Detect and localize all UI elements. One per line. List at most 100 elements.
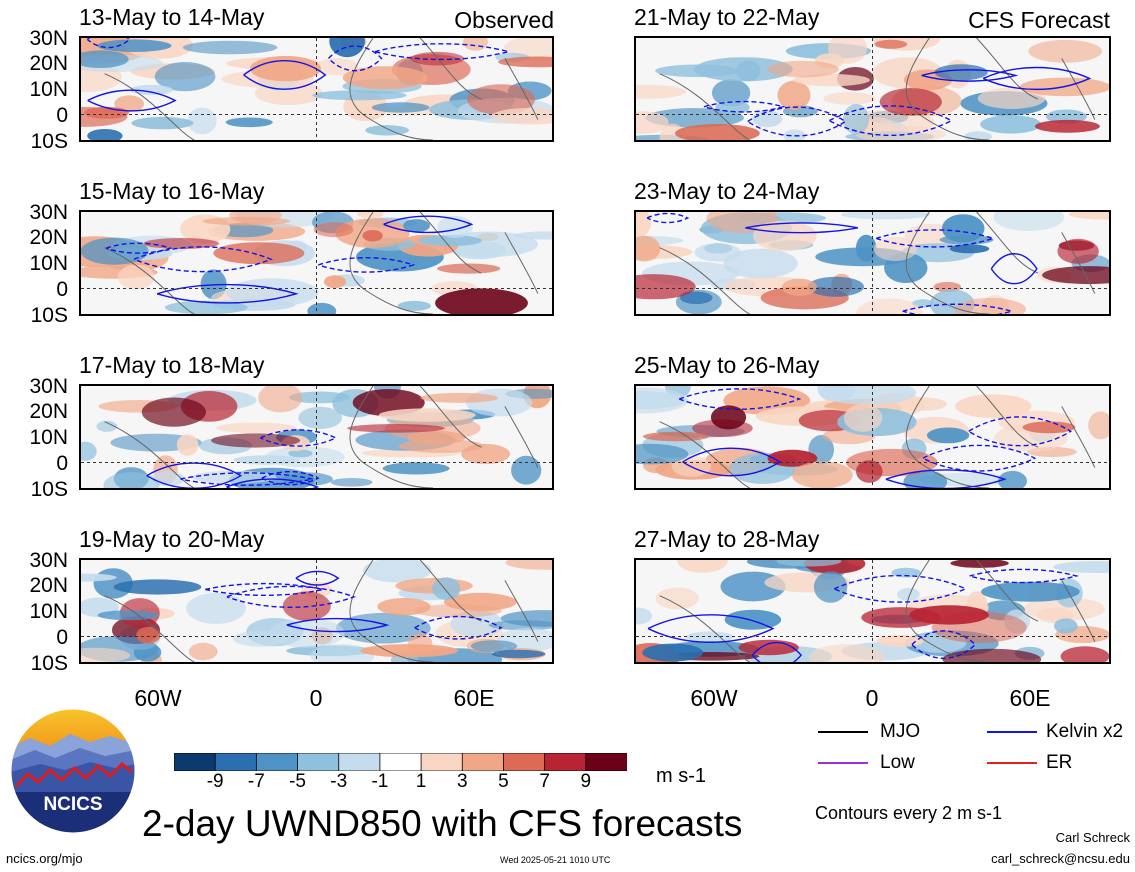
wind-anomaly-shading	[129, 84, 173, 96]
wind-anomaly-shading	[97, 39, 172, 52]
wind-anomaly-shading	[828, 38, 868, 64]
ytick-0: 0	[56, 104, 68, 127]
panel-title-2: 15-May to 16-May	[79, 178, 265, 204]
wind-anomaly-shading	[213, 242, 305, 265]
kelvin-contour	[647, 614, 775, 643]
wind-anomaly-shading	[258, 386, 303, 413]
kelvin-contour	[383, 215, 474, 234]
wind-anomaly-shading	[420, 392, 499, 403]
kelvin-contour	[226, 585, 357, 608]
kelvin-contour	[751, 642, 803, 662]
wind-anomaly-shading	[81, 50, 129, 68]
colorbar-swatch	[503, 752, 546, 772]
panel-title-1: 13-May to 14-May	[79, 4, 265, 30]
ytick-20n: 20N	[29, 574, 68, 597]
wind-anomaly-shading	[767, 60, 839, 78]
wind-anomaly-shading	[642, 643, 704, 662]
panel-title-5: 21-May to 22-May	[634, 4, 820, 30]
map-panel-7	[634, 384, 1111, 490]
wind-anomaly-shading	[131, 116, 194, 130]
kelvin-contour	[875, 229, 996, 248]
footer-timestamp: Wed 2025-05-21 1010 UTC	[500, 855, 611, 865]
wind-anomaly-shading	[103, 472, 160, 488]
colorbar-label: 7	[539, 771, 550, 792]
colorbar-swatch	[461, 752, 505, 772]
wind-anomaly-shading	[229, 212, 282, 224]
wind-anomaly-shading	[176, 434, 199, 456]
wind-anomaly-shading	[819, 386, 917, 405]
wind-anomaly-shading	[324, 275, 346, 289]
colorbar-label: -5	[289, 771, 306, 792]
colorbar-swatch	[338, 752, 381, 772]
wind-anomaly-shading	[491, 649, 546, 659]
footer-email[interactable]: carl_schreck@ncsu.edu	[991, 851, 1130, 866]
wind-anomaly-shading	[723, 248, 798, 279]
wind-anomaly-shading	[465, 388, 533, 417]
wind-anomaly-shading	[926, 427, 970, 444]
wind-anomaly-shading	[470, 640, 518, 652]
map-panel-6	[634, 210, 1111, 316]
observed-label: Observed	[454, 7, 554, 33]
wind-anomaly-shading	[807, 276, 864, 297]
wind-anomaly-shading	[783, 129, 806, 140]
ytick-10s: 10S	[30, 478, 68, 501]
wind-anomaly-shading	[711, 79, 751, 107]
wind-anomaly-shading	[843, 103, 870, 135]
ytick-10n: 10N	[29, 252, 68, 275]
xtick-60w: 60W	[134, 685, 182, 711]
wind-anomaly-shading	[1057, 238, 1099, 264]
panel-title-4: 19-May to 20-May	[79, 526, 265, 552]
ncics-logo: NCICS	[10, 708, 136, 834]
logo-text: NCICS	[43, 794, 102, 815]
wind-anomaly-shading	[776, 560, 842, 567]
legend-low-line	[818, 762, 868, 764]
wind-anomaly-shading	[855, 125, 947, 140]
colorbar-unit: m s-1	[656, 765, 706, 787]
wind-anomaly-shading	[949, 244, 990, 254]
colorbar-label: 1	[415, 771, 427, 792]
wind-anomaly-shading	[491, 107, 552, 125]
kelvin-contour	[703, 100, 786, 113]
ytick-20n: 20N	[29, 52, 68, 75]
footer-url[interactable]: ncics.org/mjo	[6, 851, 83, 866]
wind-anomaly-shading	[781, 278, 817, 296]
kelvin-contour	[105, 242, 173, 254]
wind-anomaly-shading	[505, 560, 552, 570]
ytick-30n: 30N	[29, 201, 68, 224]
wind-anomaly-shading	[357, 212, 384, 218]
wind-anomaly-shading	[1060, 646, 1109, 662]
contour-note: Contours every 2 m s-1	[815, 803, 1003, 823]
wind-anomaly-shading	[342, 66, 428, 90]
wind-anomaly-shading	[113, 579, 202, 595]
wind-anomaly-shading	[710, 405, 747, 430]
kelvin-contour	[982, 66, 1092, 90]
forecast-label: CFS Forecast	[968, 7, 1110, 33]
wind-anomaly-shading	[897, 587, 920, 601]
wind-anomaly-shading	[1053, 561, 1109, 573]
colorbar-label: 9	[580, 771, 592, 792]
colorbar-label: 3	[456, 771, 468, 792]
wind-anomaly-shading	[81, 573, 117, 582]
wind-anomaly-shading	[856, 460, 883, 483]
wind-anomaly-shading	[792, 461, 853, 488]
kelvin-contour	[902, 303, 1015, 314]
panel-title-3: 17-May to 18-May	[79, 352, 265, 378]
wind-anomaly-shading	[636, 607, 652, 625]
wind-anomaly-shading	[636, 84, 687, 99]
wind-anomaly-shading	[288, 449, 313, 458]
wind-anomaly-shading	[752, 110, 783, 128]
wind-anomaly-shading	[365, 125, 409, 136]
wind-anomaly-shading	[934, 64, 988, 81]
wind-anomaly-shading	[1034, 119, 1100, 133]
wind-anomaly-shading	[680, 291, 713, 305]
wind-anomaly-shading	[1028, 39, 1103, 63]
kelvin-contour	[374, 43, 512, 61]
wind-anomaly-shading	[511, 455, 542, 485]
wind-anomaly-shading	[841, 212, 931, 220]
wind-anomaly-shading	[993, 212, 1065, 231]
wind-anomaly-shading	[329, 38, 365, 58]
wind-anomaly-shading	[636, 390, 687, 410]
ytick-30n: 30N	[29, 27, 68, 50]
wind-anomaly-shading	[636, 274, 696, 300]
kelvin-contour	[286, 617, 390, 633]
